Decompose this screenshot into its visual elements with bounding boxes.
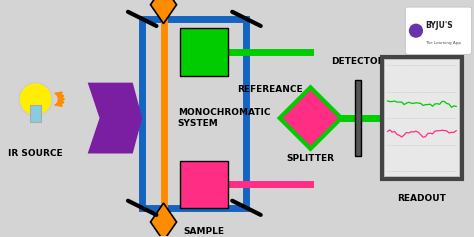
Circle shape xyxy=(19,83,52,116)
Text: BYJU'S: BYJU'S xyxy=(425,22,453,31)
Polygon shape xyxy=(88,83,142,154)
Polygon shape xyxy=(150,0,176,24)
Text: MONOCHROMATIC
SYSTEM: MONOCHROMATIC SYSTEM xyxy=(178,108,270,128)
Bar xyxy=(180,161,228,208)
Circle shape xyxy=(409,24,423,38)
Text: SPLITTER: SPLITTER xyxy=(286,154,335,163)
Text: REFEREANCE: REFEREANCE xyxy=(237,85,302,94)
Bar xyxy=(385,60,458,176)
FancyBboxPatch shape xyxy=(405,7,472,54)
Polygon shape xyxy=(280,87,341,149)
Text: READOUT: READOUT xyxy=(397,194,447,203)
Bar xyxy=(30,105,42,122)
Text: DETECTOR: DETECTOR xyxy=(331,57,384,66)
Text: IR SOURCE: IR SOURCE xyxy=(8,149,63,158)
Bar xyxy=(180,28,228,76)
Text: The Learning App: The Learning App xyxy=(425,41,461,45)
Bar xyxy=(382,57,462,179)
Bar xyxy=(142,19,246,208)
Text: SAMPLE: SAMPLE xyxy=(183,227,224,236)
Bar xyxy=(355,80,361,156)
Polygon shape xyxy=(150,203,176,237)
